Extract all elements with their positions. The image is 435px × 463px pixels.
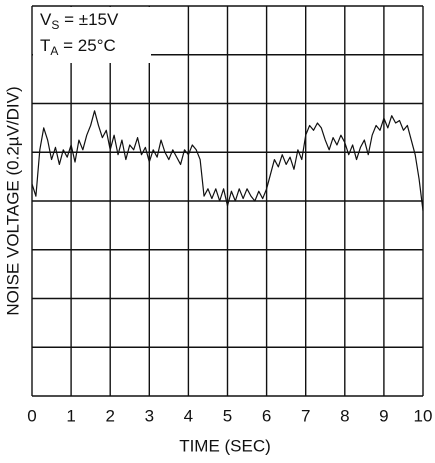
annotation-rest: = 25°C bbox=[58, 36, 115, 55]
annotation-box bbox=[33, 7, 151, 63]
x-tick-label: 2 bbox=[105, 406, 114, 425]
annotation-main: T bbox=[40, 36, 50, 55]
annotation-sub: A bbox=[50, 44, 58, 58]
x-tick-label: 4 bbox=[184, 406, 193, 425]
x-tick-label: 9 bbox=[379, 406, 388, 425]
annotation: VS = ±15V bbox=[40, 10, 119, 32]
x-tick-label: 7 bbox=[301, 406, 310, 425]
x-axis-label: TIME (SEC) bbox=[179, 436, 271, 455]
x-tick-label: 8 bbox=[340, 406, 349, 425]
x-tick-label: 10 bbox=[414, 406, 433, 425]
y-axis-label: NOISE VOLTAGE (0.2µV/DIV) bbox=[3, 86, 22, 315]
x-tick-label: 0 bbox=[27, 406, 36, 425]
annotation-sub: S bbox=[51, 18, 59, 32]
x-tick-label: 5 bbox=[223, 406, 232, 425]
annotation-main: V bbox=[40, 10, 52, 29]
x-tick-label: 6 bbox=[262, 406, 271, 425]
x-tick-label: 3 bbox=[145, 406, 154, 425]
annotation: TA = 25°C bbox=[40, 36, 116, 58]
x-tick-label: 1 bbox=[66, 406, 75, 425]
data-line bbox=[31, 110, 424, 211]
annotation-rest: = ±15V bbox=[59, 10, 119, 29]
